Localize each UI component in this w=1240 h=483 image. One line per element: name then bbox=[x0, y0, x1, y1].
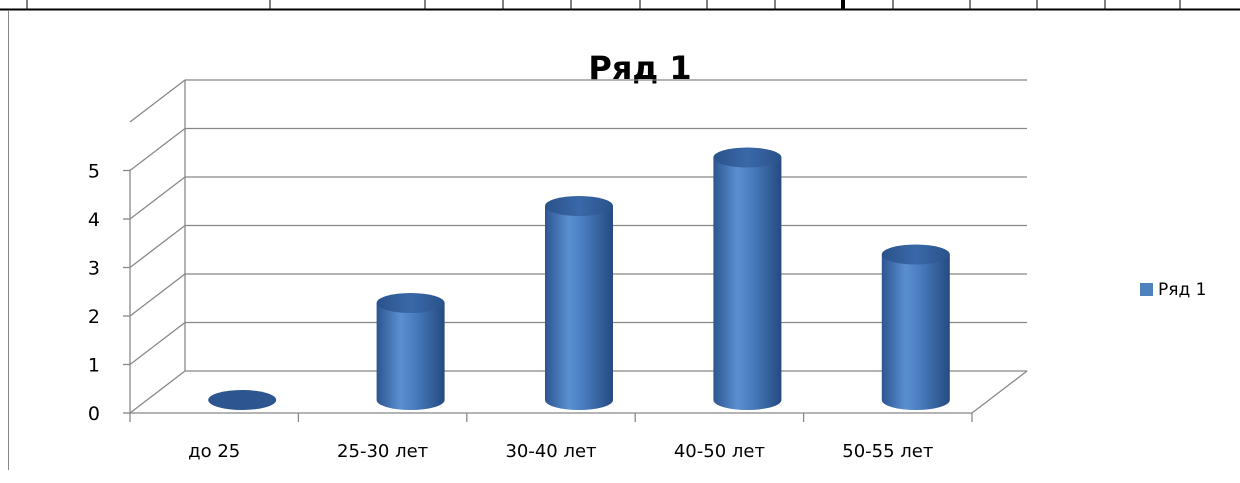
gridline-side bbox=[129, 176, 186, 220]
bar-top bbox=[713, 147, 782, 168]
x-tick-label: 30-40 лет bbox=[505, 441, 596, 462]
y-tick-label: 3 bbox=[88, 258, 100, 280]
y-tick-label: 4 bbox=[88, 209, 100, 231]
bar-top bbox=[208, 390, 277, 410]
bar-cylinder bbox=[208, 390, 277, 410]
x-axis: до 25 25-30 лет 30-40 лет 40-50 лет 50-55 ле… bbox=[129, 412, 973, 462]
gridline-side bbox=[129, 273, 186, 317]
gridline-side bbox=[129, 79, 186, 123]
x-tick-label: до 25 bbox=[188, 441, 240, 462]
bar-cylinder bbox=[881, 244, 950, 410]
x-tick-label: 25-30 лет bbox=[337, 441, 428, 462]
bar-top bbox=[881, 244, 950, 265]
y-tick-label: 1 bbox=[88, 355, 100, 377]
bar-body bbox=[545, 206, 613, 410]
y-tick-label: 2 bbox=[88, 306, 100, 328]
gridline-side bbox=[129, 321, 186, 366]
floor-right-edge bbox=[971, 370, 1028, 414]
bar-body bbox=[376, 303, 445, 410]
table-border-strip bbox=[0, 0, 1240, 470]
floor-left-edge bbox=[129, 370, 186, 414]
bar-cylinder bbox=[376, 293, 445, 410]
bar-body bbox=[881, 254, 950, 410]
gridline-side bbox=[129, 127, 186, 172]
y-tick-label: 0 bbox=[88, 403, 100, 425]
x-tick-label: 40-50 лет bbox=[674, 441, 765, 462]
y-tick-label: 5 bbox=[88, 161, 100, 183]
gridline-side bbox=[129, 224, 186, 269]
legend-swatch bbox=[1140, 283, 1153, 296]
legend: Ряд 1 bbox=[1140, 280, 1206, 300]
x-tick-label: 50-55 лет bbox=[842, 441, 933, 462]
legend-label: Ряд 1 bbox=[1158, 280, 1206, 300]
chart-title: Ряд 1 bbox=[588, 49, 691, 87]
bar-cylinder bbox=[545, 196, 613, 410]
y-axis: 0 1 2 3 4 5 bbox=[88, 161, 131, 425]
bar-top bbox=[376, 293, 445, 313]
bar-body bbox=[713, 157, 782, 410]
bars bbox=[208, 147, 950, 410]
bar-cylinder bbox=[713, 147, 782, 410]
bar-top bbox=[545, 196, 613, 216]
